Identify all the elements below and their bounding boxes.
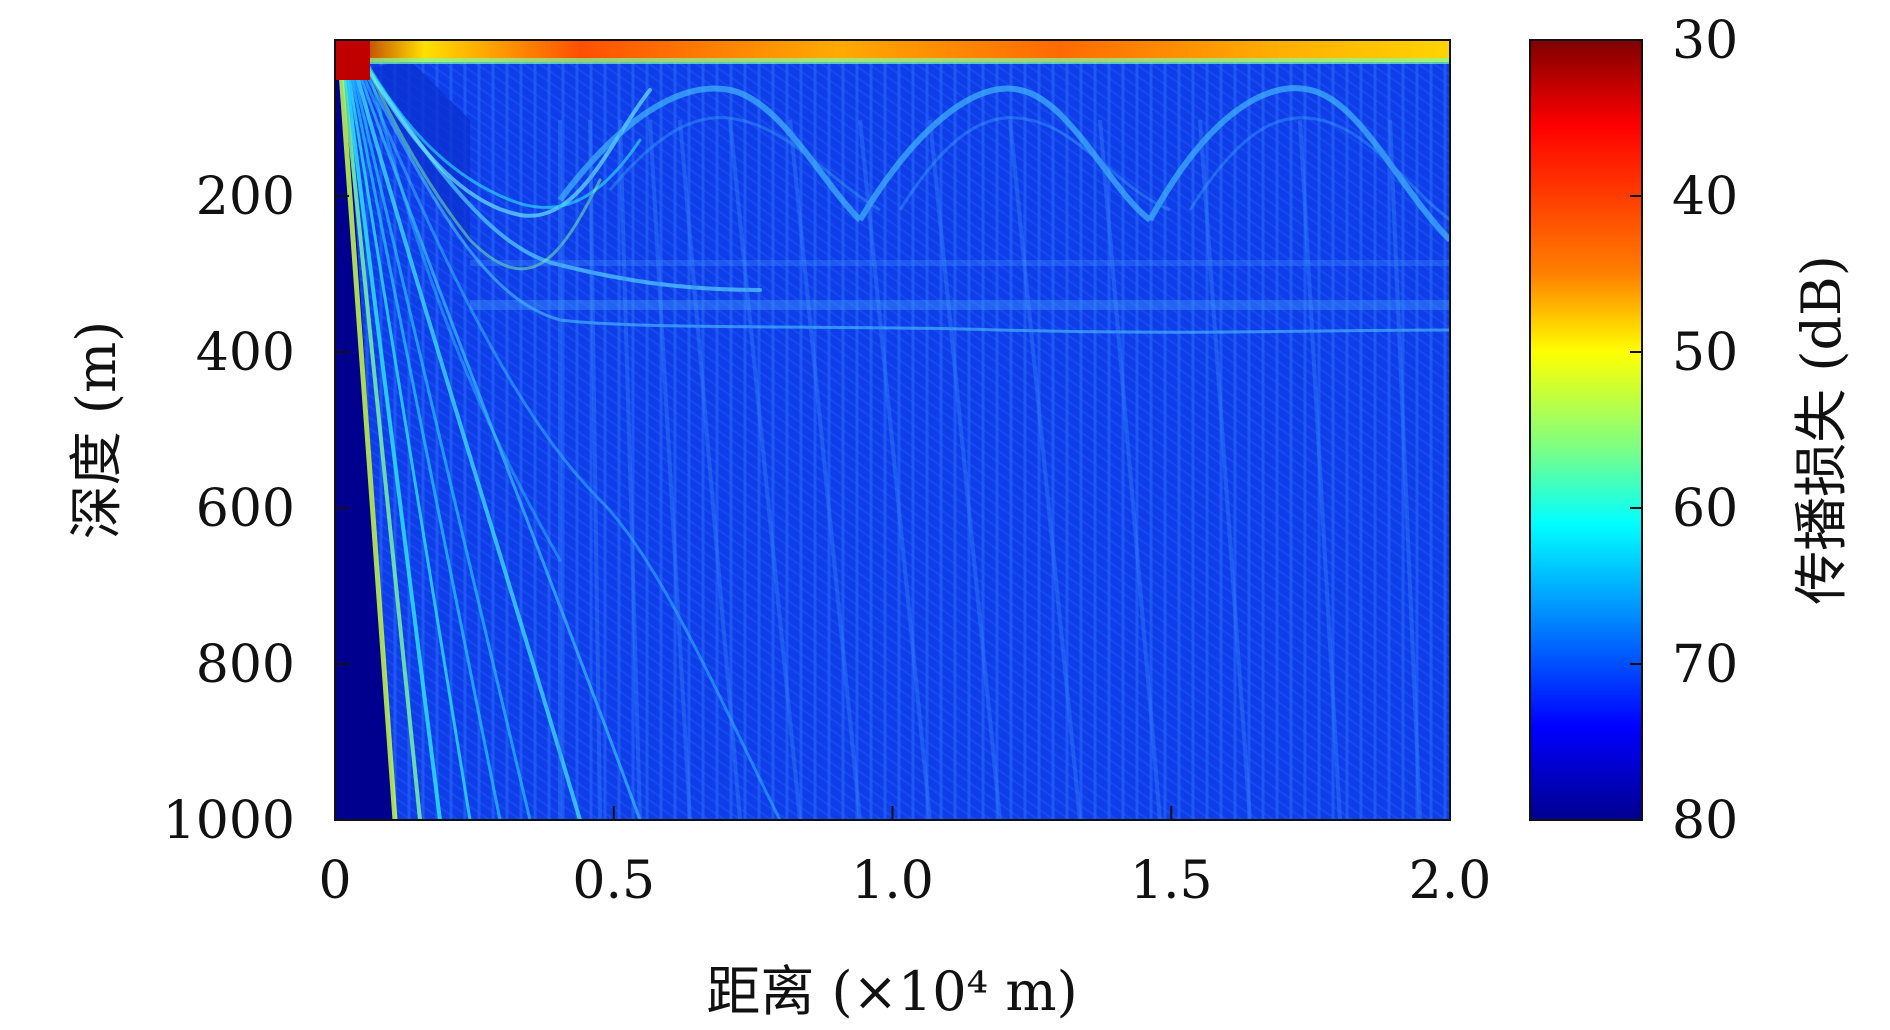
colorbar-tick-label: 50 bbox=[1672, 323, 1738, 383]
x-tick-label: 1.5 bbox=[1130, 851, 1213, 911]
x-tick-label: 2.0 bbox=[1409, 851, 1492, 911]
x-tick-label: 0.5 bbox=[572, 851, 655, 911]
colorbar-ticks: 30 40 50 60 70 80 bbox=[1630, 11, 1738, 851]
x-axis-label: 距离 (×10⁴ m) bbox=[706, 960, 1077, 1023]
colorbar-tick-label: 30 bbox=[1672, 11, 1738, 71]
colorbar-tick-label: 70 bbox=[1672, 635, 1738, 695]
y-tick-label: 400 bbox=[196, 323, 295, 383]
y-axis-label: 深度 (m) bbox=[65, 321, 128, 540]
y-tick-label: 200 bbox=[196, 167, 295, 227]
y-tick-label: 600 bbox=[196, 479, 295, 539]
x-tick-label: 0 bbox=[318, 851, 351, 911]
y-tick-label: 1000 bbox=[163, 791, 295, 851]
heatmap-field bbox=[335, 40, 1450, 820]
colorbar-tick-label: 60 bbox=[1672, 479, 1738, 539]
colorbar bbox=[1529, 39, 1643, 821]
colorbar-label: 传播损失 (dB) bbox=[1790, 255, 1853, 605]
colorbar-tick-label: 80 bbox=[1672, 791, 1738, 851]
y-tick-label: 800 bbox=[196, 635, 295, 695]
x-tick-label: 1.0 bbox=[851, 851, 934, 911]
y-axis: 200 400 600 800 1000 bbox=[163, 167, 349, 851]
x-axis: 0 0.5 1.0 1.5 2.0 bbox=[318, 806, 1491, 911]
colorbar-tick-label: 40 bbox=[1672, 167, 1738, 227]
